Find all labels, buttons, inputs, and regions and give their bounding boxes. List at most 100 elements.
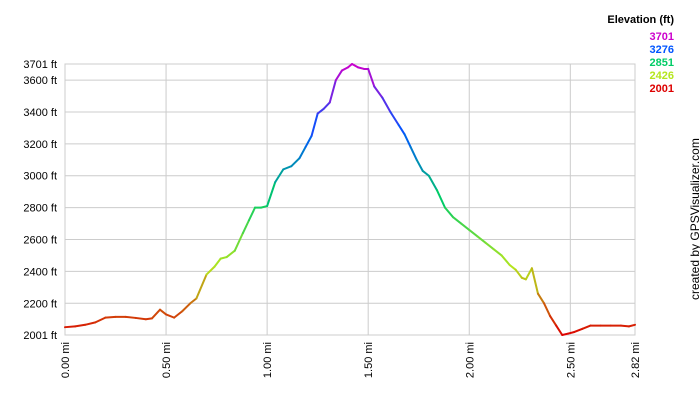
y-tick-label: 2800 ft bbox=[23, 203, 57, 215]
elevation-segment bbox=[543, 302, 552, 318]
elevation-segment bbox=[181, 302, 192, 313]
elevation-segment bbox=[334, 69, 343, 82]
elevation-segment bbox=[508, 264, 517, 271]
y-tick-label: 3000 ft bbox=[23, 171, 57, 183]
elevation-segment bbox=[573, 327, 584, 333]
elevation-segment bbox=[74, 323, 87, 328]
elevation-segment bbox=[403, 133, 412, 149]
elevation-segment bbox=[357, 66, 366, 70]
y-tick-label: 2400 ft bbox=[23, 266, 57, 278]
y-tick-label: 3600 ft bbox=[23, 75, 57, 87]
x-tick-label: 0.50 mi bbox=[161, 342, 173, 378]
grid-lines bbox=[64, 63, 636, 336]
elevation-segment bbox=[290, 157, 301, 168]
elevation-segment bbox=[274, 168, 285, 184]
elevation-segment bbox=[514, 268, 523, 279]
x-tick-label: 1.50 mi bbox=[363, 342, 375, 378]
elevation-segment bbox=[241, 219, 250, 235]
elevation-segment bbox=[310, 112, 319, 137]
y-tick-label: 2200 ft bbox=[23, 298, 57, 310]
elevation-segment bbox=[266, 181, 277, 208]
x-tick-label: 0.00 mi bbox=[60, 342, 72, 378]
y-tick-label: 3400 ft bbox=[23, 107, 57, 119]
elevation-segment bbox=[189, 297, 198, 305]
elevation-segment bbox=[415, 158, 424, 172]
elevation-segment bbox=[476, 235, 487, 244]
elevation-segment bbox=[282, 165, 293, 171]
elevation-segment bbox=[298, 146, 307, 160]
elevation-segment bbox=[435, 189, 446, 209]
elevation-segment bbox=[316, 107, 325, 115]
legend-item-min: 2001 bbox=[649, 83, 674, 95]
elevation-line bbox=[64, 63, 636, 336]
elevation-segment bbox=[397, 123, 406, 136]
elevation-segment bbox=[452, 216, 463, 225]
elevation-segment bbox=[328, 79, 337, 104]
legend-item-upper: 3276 bbox=[649, 44, 674, 56]
elevation-segment bbox=[159, 308, 168, 316]
elevation-segment bbox=[219, 256, 228, 260]
x-tick-label: 2.82 mi bbox=[630, 342, 642, 378]
legend-item-max: 3701 bbox=[649, 31, 674, 43]
elevation-segment bbox=[304, 134, 313, 149]
elevation-segment bbox=[173, 310, 184, 319]
y-tick-label: 3701 ft bbox=[23, 59, 57, 71]
elevation-segment bbox=[64, 325, 77, 329]
elevation-segment bbox=[373, 85, 384, 99]
elevation-segment bbox=[444, 206, 455, 219]
elevation-segment bbox=[627, 323, 636, 328]
elevation-segment bbox=[549, 315, 558, 327]
elevation-segment bbox=[195, 273, 208, 300]
elevation-segment bbox=[581, 324, 592, 330]
elevation-segment bbox=[409, 146, 418, 161]
elevation-segment bbox=[340, 66, 349, 72]
elevation-segment bbox=[351, 63, 360, 69]
elevation-segment bbox=[500, 254, 511, 267]
elevation-segment bbox=[389, 110, 400, 126]
elevation-segment bbox=[84, 321, 97, 326]
elevation-segment bbox=[205, 265, 216, 276]
y-tick-label: 2001 ft bbox=[23, 330, 57, 342]
y-tick-label: 3200 ft bbox=[23, 139, 57, 151]
elevation-segment bbox=[524, 267, 533, 281]
x-tick-label: 1.00 mi bbox=[262, 342, 274, 378]
elevation-segment bbox=[367, 67, 376, 88]
legend-item-lower: 2426 bbox=[649, 70, 674, 82]
elevation-segment bbox=[144, 317, 153, 321]
elevation-segment bbox=[561, 332, 570, 336]
elevation-segment bbox=[104, 315, 117, 319]
y-axis-tick-labels: 2001 ft 2200 ft 2400 ft 2600 ft 2800 ft 3000 … bbox=[23, 59, 57, 342]
elevation-segment bbox=[468, 228, 479, 238]
credit-text: created by GPSVisualizer.com bbox=[688, 138, 700, 300]
elevation-segment bbox=[460, 222, 471, 231]
elevation-segment bbox=[619, 324, 630, 328]
elevation-segment bbox=[94, 316, 107, 324]
elevation-segment bbox=[536, 292, 546, 305]
x-tick-label: 2.50 mi bbox=[565, 342, 577, 378]
legend-title: Elevation (ft) bbox=[607, 14, 674, 26]
x-axis-tick-labels: 0.00 mi 0.50 mi 1.00 mi 1.50 mi 2.00 mi 2.50 … bbox=[60, 342, 642, 378]
elevation-segment bbox=[260, 205, 269, 209]
elevation-segment bbox=[530, 267, 539, 295]
elevation-segment bbox=[247, 206, 256, 222]
elevation-segment bbox=[567, 330, 576, 335]
elevation-segment bbox=[484, 241, 495, 251]
elevation-segment bbox=[124, 315, 137, 319]
elevation-segment bbox=[555, 324, 564, 336]
legend-item-mid: 2851 bbox=[649, 57, 674, 69]
elevation-segment bbox=[492, 248, 503, 257]
elevation-segment bbox=[421, 169, 430, 177]
elevation-segment bbox=[165, 313, 176, 319]
elevation-segment bbox=[427, 174, 438, 192]
elevation-segment bbox=[322, 101, 331, 110]
elevation-segment bbox=[213, 257, 222, 268]
y-tick-label: 2600 ft bbox=[23, 235, 57, 247]
elevation-segment bbox=[233, 232, 244, 252]
elevation-segment bbox=[150, 308, 161, 320]
elevation-segment bbox=[134, 316, 147, 321]
elevation-segment bbox=[225, 249, 236, 259]
plot-frame bbox=[64, 63, 636, 336]
x-tick-label: 2.00 mi bbox=[464, 342, 476, 378]
elevation-segment bbox=[381, 96, 392, 113]
